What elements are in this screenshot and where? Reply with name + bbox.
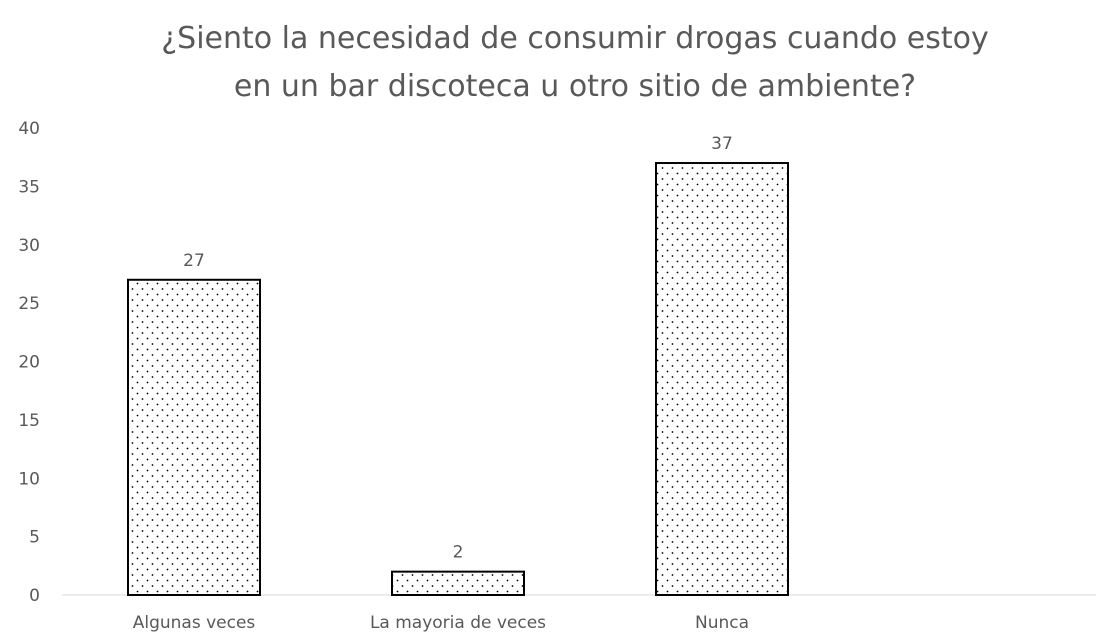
chart-title-line-2: en un bar discoteca u otro sitio de ambi…: [234, 69, 916, 104]
y-tick-label: 25: [18, 294, 40, 314]
bar: [655, 162, 789, 596]
y-tick-label: 15: [18, 411, 40, 431]
bar: [391, 570, 525, 597]
data-label: 27: [183, 251, 205, 271]
category-label: La mayoria de veces: [370, 613, 546, 633]
category-label: Nunca: [695, 613, 749, 633]
x-axis-category-labels: Algunas veces La mayoria de veces Nunca: [133, 613, 749, 633]
y-tick-label: 20: [18, 353, 40, 373]
y-tick-label: 40: [18, 119, 40, 139]
category-label: Algunas veces: [133, 613, 256, 633]
y-tick-label: 35: [18, 177, 40, 197]
bar-series: [127, 162, 789, 597]
data-label: 2: [453, 543, 464, 563]
y-tick-label: 30: [18, 236, 40, 256]
y-tick-label: 5: [29, 528, 40, 548]
y-axis-tick-labels: 0 5 10 15 20 25 30 35 40: [18, 119, 40, 606]
chart-title-line-1: ¿Siento la necesidad de consumir drogas …: [161, 21, 989, 56]
data-labels: 27 2 37: [183, 134, 733, 563]
y-tick-label: 0: [29, 586, 40, 606]
bar: [127, 278, 261, 596]
data-label: 37: [711, 134, 733, 154]
y-tick-label: 10: [18, 469, 40, 489]
